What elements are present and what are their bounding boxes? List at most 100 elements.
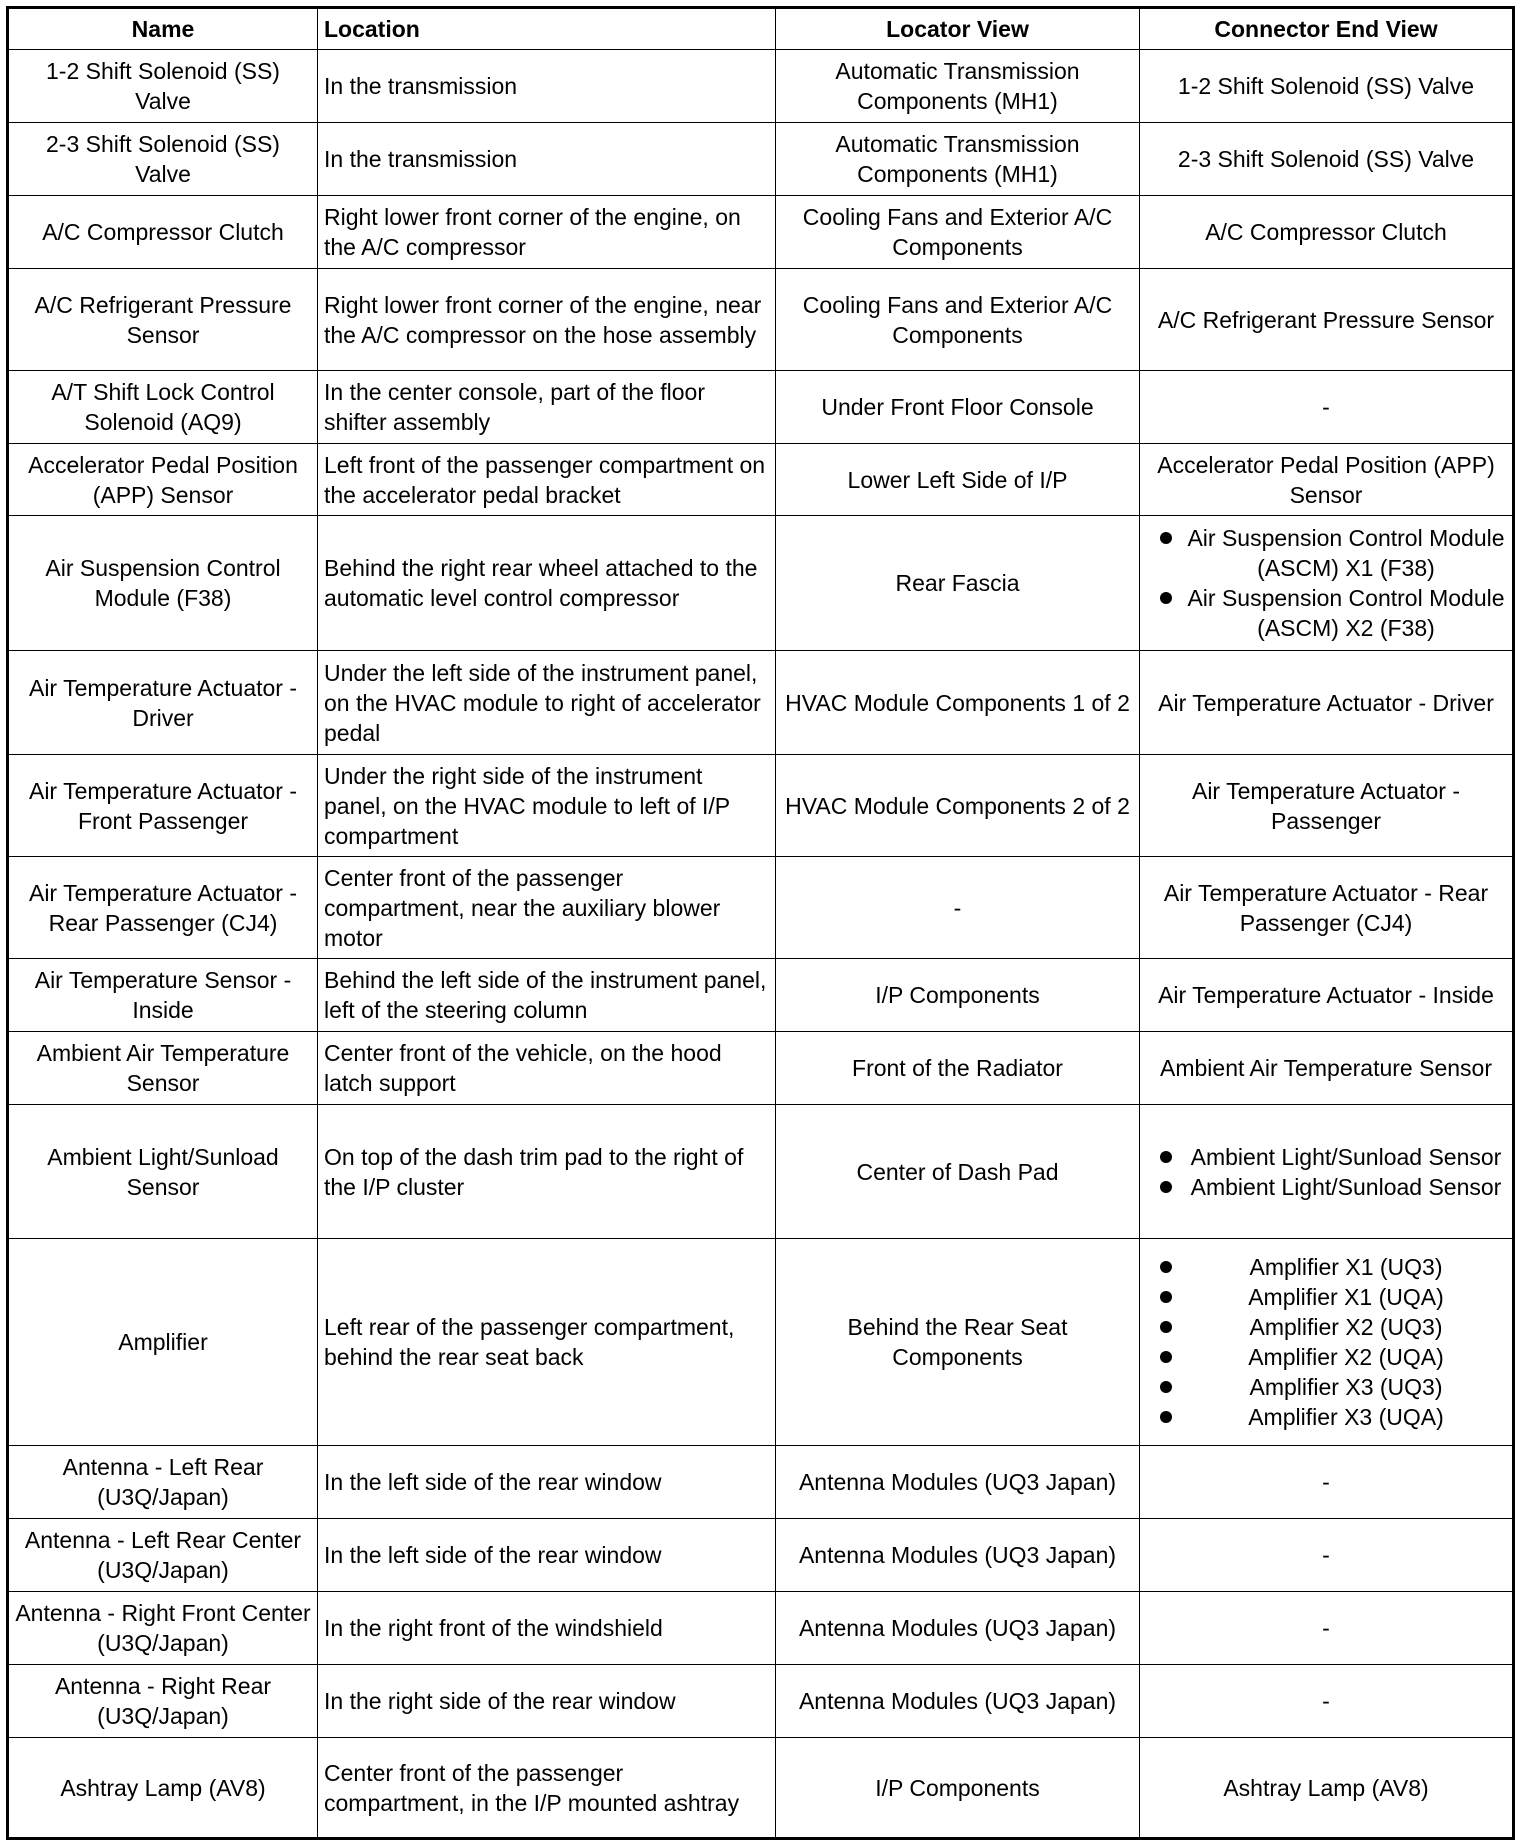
name-cell: Ambient Light/Sunload Sensor <box>7 1104 318 1239</box>
name-cell: Ashtray Lamp (AV8) <box>7 1737 318 1839</box>
table-row: Antenna - Left Rear (U3Q/Japan) In the le… <box>7 1445 1514 1519</box>
connector-end-view-cell: Accelerator Pedal Position (APP) Sensor <box>1139 443 1514 516</box>
header-cell: Connector End View <box>1139 7 1514 50</box>
table-row: A/T Shift Lock Control Solenoid (AQ9) In … <box>7 370 1514 444</box>
name-cell: Air Suspension Control Module (F38) <box>7 515 318 651</box>
bullet-item: Amplifier X3 (UQ3) <box>1160 1372 1506 1402</box>
locator-view-cell: Behind the Rear Seat Components <box>775 1238 1140 1446</box>
component-table: Name Location Locator View Connector End Vi… <box>6 6 1515 1840</box>
bullet-item: Amplifier X1 (UQA) <box>1160 1282 1506 1312</box>
locator-view-cell: Cooling Fans and Exterior A/C Components <box>775 268 1140 371</box>
name-cell: Air Temperature Actuator - Rear Passenge… <box>7 856 318 959</box>
bullet-item: Ambient Light/Sunload Sensor <box>1160 1142 1506 1172</box>
table-row: Air Temperature Sensor - Inside Behind th… <box>7 958 1514 1032</box>
location-cell: Left rear of the passenger compartment, … <box>317 1238 776 1446</box>
locator-view-cell: Automatic Transmission Components (MH1) <box>775 122 1140 196</box>
location-cell: In the right side of the rear window <box>317 1664 776 1738</box>
name-cell: Antenna - Right Rear (U3Q/Japan) <box>7 1664 318 1738</box>
name-cell: 1-2 Shift Solenoid (SS) Valve <box>7 49 318 123</box>
connector-end-view-cell: Air Temperature Actuator - Rear Passenge… <box>1139 856 1514 959</box>
connector-end-view-cell: - <box>1139 1518 1514 1592</box>
connector-end-view-cell: Ambient Air Temperature Sensor <box>1139 1031 1514 1105</box>
bullet-item: Air Suspension Control Module (ASCM) X2 … <box>1160 585 1505 641</box>
table-row: 1-2 Shift Solenoid (SS) Valve In the tran… <box>7 49 1514 123</box>
location-cell: In the center console, part of the floor… <box>317 370 776 444</box>
connector-end-view-cell: 1-2 Shift Solenoid (SS) Valve <box>1139 49 1514 123</box>
connector-end-view-cell: Air Temperature Actuator - Passenger <box>1139 754 1514 857</box>
name-cell: Accelerator Pedal Position (APP) Sensor <box>7 443 318 516</box>
locator-view-cell: Lower Left Side of I/P <box>775 443 1140 516</box>
locator-view-cell: Antenna Modules (UQ3 Japan) <box>775 1591 1140 1665</box>
bullet-list: Ambient Light/Sunload Sensor Ambient Ligh… <box>1146 1142 1506 1202</box>
header-cell: Name <box>7 7 318 50</box>
connector-end-view-cell: A/C Refrigerant Pressure Sensor <box>1139 268 1514 371</box>
table-row: Antenna - Right Front Center (U3Q/Japan)… <box>7 1591 1514 1665</box>
connector-end-view-cell: - <box>1139 370 1514 444</box>
table-row: Air Temperature Actuator - Rear Passenge… <box>7 856 1514 959</box>
table-row: Amplifier Left rear of the passenger comp… <box>7 1238 1514 1446</box>
connector-end-view-cell: A/C Compressor Clutch <box>1139 195 1514 269</box>
location-cell: Right lower front corner of the engine, … <box>317 195 776 269</box>
name-cell: Amplifier <box>7 1238 318 1446</box>
locator-view-cell: Automatic Transmission Components (MH1) <box>775 49 1140 123</box>
name-cell: Air Temperature Sensor - Inside <box>7 958 318 1032</box>
header-cell: Location <box>317 7 776 50</box>
bullet-list: Amplifier X1 (UQ3) Amplifier X1 (UQA) Ampl… <box>1146 1252 1506 1432</box>
locator-view-cell: I/P Components <box>775 958 1140 1032</box>
locator-view-cell: - <box>775 856 1140 959</box>
table-row: Air Temperature Actuator - Driver Under t… <box>7 650 1514 755</box>
header-cell: Locator View <box>775 7 1140 50</box>
connector-end-view-cell: Amplifier X1 (UQ3) Amplifier X1 (UQA) Ampl… <box>1139 1238 1514 1446</box>
connector-end-view-cell: - <box>1139 1591 1514 1665</box>
table-row: Ambient Light/Sunload Sensor On top of th… <box>7 1104 1514 1239</box>
locator-view-cell: Antenna Modules (UQ3 Japan) <box>775 1518 1140 1592</box>
location-cell: In the transmission <box>317 49 776 123</box>
table-row: A/C Refrigerant Pressure Sensor Right low… <box>7 268 1514 371</box>
connector-end-view-cell: 2-3 Shift Solenoid (SS) Valve <box>1139 122 1514 196</box>
location-cell: Right lower front corner of the engine, … <box>317 268 776 371</box>
name-cell: A/T Shift Lock Control Solenoid (AQ9) <box>7 370 318 444</box>
locator-view-cell: Cooling Fans and Exterior A/C Components <box>775 195 1140 269</box>
name-cell: Antenna - Left Rear Center (U3Q/Japan) <box>7 1518 318 1592</box>
location-cell: Under the left side of the instrument pa… <box>317 650 776 755</box>
location-cell: In the left side of the rear window <box>317 1518 776 1592</box>
location-cell: Center front of the passenger compartmen… <box>317 856 776 959</box>
locator-view-cell: Front of the Radiator <box>775 1031 1140 1105</box>
table-row: 2-3 Shift Solenoid (SS) Valve In the tran… <box>7 122 1514 196</box>
bullet-item: Amplifier X2 (UQ3) <box>1160 1312 1506 1342</box>
connector-end-view-cell: - <box>1139 1445 1514 1519</box>
name-cell: Antenna - Left Rear (U3Q/Japan) <box>7 1445 318 1519</box>
locator-view-cell: Antenna Modules (UQ3 Japan) <box>775 1664 1140 1738</box>
locator-view-cell: Center of Dash Pad <box>775 1104 1140 1239</box>
table-row: Air Suspension Control Module (F38) Behin… <box>7 515 1514 651</box>
table-row: A/C Compressor Clutch Right lower front c… <box>7 195 1514 269</box>
table-row: Antenna - Right Rear (U3Q/Japan) In the r… <box>7 1664 1514 1738</box>
location-cell: In the transmission <box>317 122 776 196</box>
connector-end-view-cell: Ashtray Lamp (AV8) <box>1139 1737 1514 1839</box>
header-row: Name Location Locator View Connector End Vi… <box>7 7 1514 50</box>
locator-view-cell: Rear Fascia <box>775 515 1140 651</box>
bullet-item: Air Suspension Control Module (ASCM) X1 … <box>1160 525 1505 581</box>
location-cell: On top of the dash trim pad to the right… <box>317 1104 776 1239</box>
location-cell: In the right front of the windshield <box>317 1591 776 1665</box>
name-cell: Air Temperature Actuator - Driver <box>7 650 318 755</box>
locator-view-cell: Under Front Floor Console <box>775 370 1140 444</box>
location-cell: Under the right side of the instrument p… <box>317 754 776 857</box>
connector-end-view-cell: Air Temperature Actuator - Driver <box>1139 650 1514 755</box>
name-cell: A/C Compressor Clutch <box>7 195 318 269</box>
bullet-item: Amplifier X2 (UQA) <box>1160 1342 1506 1372</box>
table-row: Ashtray Lamp (AV8) Center front of the pa… <box>7 1737 1514 1839</box>
name-cell: A/C Refrigerant Pressure Sensor <box>7 268 318 371</box>
location-cell: Behind the left side of the instrument p… <box>317 958 776 1032</box>
bullet-item: Amplifier X1 (UQ3) <box>1160 1252 1506 1282</box>
bullet-item: Amplifier X3 (UQA) <box>1160 1402 1506 1432</box>
name-cell: 2-3 Shift Solenoid (SS) Valve <box>7 122 318 196</box>
connector-end-view-cell: Air Suspension Control Module (ASCM) X1 … <box>1139 515 1514 651</box>
name-cell: Antenna - Right Front Center (U3Q/Japan) <box>7 1591 318 1665</box>
locator-view-cell: HVAC Module Components 2 of 2 <box>775 754 1140 857</box>
bullet-list: Air Suspension Control Module (ASCM) X1 … <box>1146 523 1506 643</box>
connector-end-view-cell: - <box>1139 1664 1514 1738</box>
connector-end-view-cell: Air Temperature Actuator - Inside <box>1139 958 1514 1032</box>
connector-end-view-cell: Ambient Light/Sunload Sensor Ambient Ligh… <box>1139 1104 1514 1239</box>
